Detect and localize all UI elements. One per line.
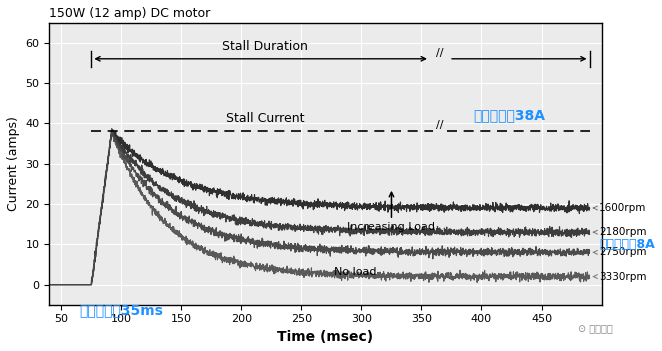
Text: 150W (12 amp) DC motor: 150W (12 amp) DC motor [50, 7, 211, 20]
Text: 1600rpm: 1600rpm [593, 203, 647, 213]
X-axis label: Time (msec): Time (msec) [277, 330, 373, 344]
Text: Stall Current: Stall Current [226, 112, 305, 125]
Text: Stall Duration: Stall Duration [222, 40, 308, 53]
Text: No load: No load [334, 266, 377, 277]
Text: 冲击电流：38A: 冲击电流：38A [473, 108, 545, 122]
Text: 冲击时间：35ms: 冲击时间：35ms [79, 303, 164, 317]
Text: ⊙ 九章智驾: ⊙ 九章智驾 [579, 324, 613, 333]
Y-axis label: Current (amps): Current (amps) [7, 116, 20, 211]
Text: 2180rpm: 2180rpm [593, 227, 647, 237]
Text: 3330rpm: 3330rpm [593, 272, 647, 282]
Text: Increasing Load: Increasing Load [348, 222, 436, 232]
Text: 2750rpm: 2750rpm [593, 247, 647, 257]
Text: 稳态电流：8A: 稳态电流：8A [599, 238, 655, 251]
Text: //: // [436, 48, 444, 58]
Text: //: // [436, 120, 444, 130]
